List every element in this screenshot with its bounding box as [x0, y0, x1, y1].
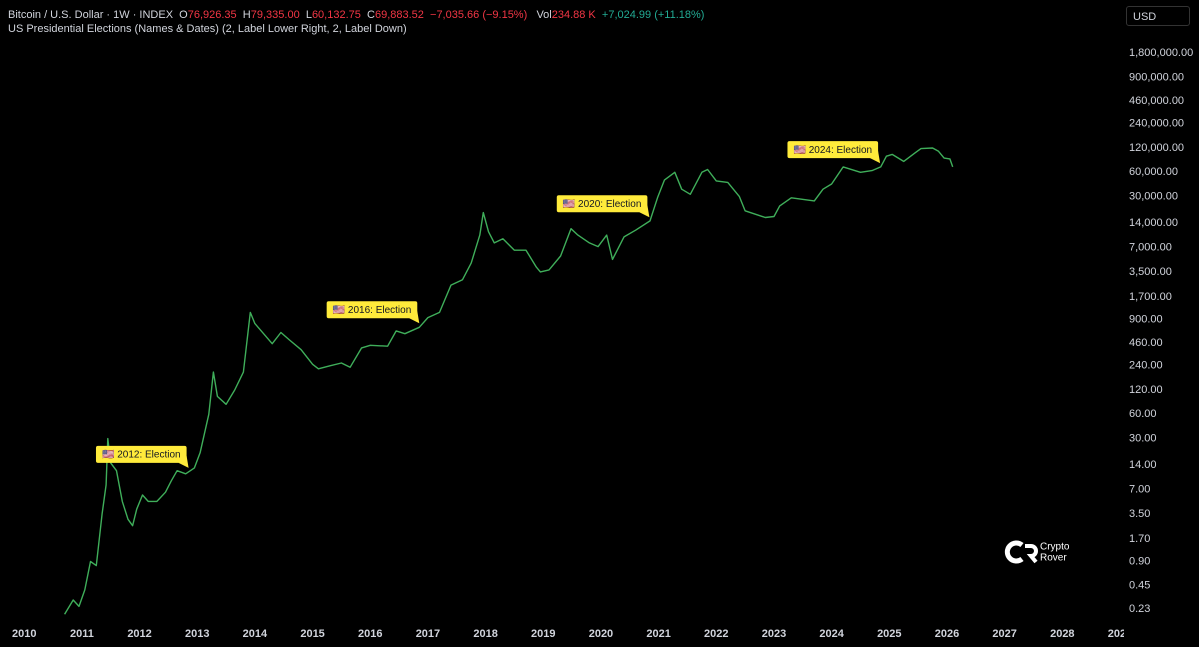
- ohlc-value: 69,883.52: [374, 9, 424, 21]
- y-tick-label: 900.00: [1129, 313, 1163, 325]
- x-tick-label: 2022: [704, 628, 728, 640]
- indicator-label: US Presidential Elections (Names & Dates…: [8, 23, 407, 35]
- x-tick-label: 2024: [819, 628, 844, 640]
- election-annotation: 🇺🇸 2016: Election: [326, 301, 420, 324]
- y-tick-label: 1,700.00: [1129, 291, 1172, 303]
- plot-clip: 2010 2011 2012 2013 2014 2015 2016 2017 2018 2019…: [12, 628, 1132, 640]
- annotation-box: [326, 301, 418, 319]
- annotation-label: 🇺🇸 2016: Election: [333, 304, 412, 316]
- annotation-pointer: [870, 151, 881, 164]
- watermark-text: Rover: [1040, 553, 1067, 564]
- annotation-label: 🇺🇸 2024: Election: [793, 144, 872, 156]
- x-tick-label: 2019: [531, 628, 555, 640]
- annotation-pointer: [409, 311, 420, 324]
- x-tick-label: 2021: [646, 628, 670, 640]
- annotation-label: 🇺🇸 2012: Election: [102, 448, 181, 460]
- ohlc-value: 60,132.75: [311, 9, 361, 21]
- y-tick-label: 3,500.00: [1129, 266, 1172, 278]
- annotation-box: [95, 445, 187, 463]
- logo: [1025, 544, 1038, 564]
- y-tick-label: 7.00: [1129, 484, 1150, 496]
- y-tick-label: 240,000.00: [1129, 118, 1184, 130]
- x-tick-label: 2015: [300, 628, 324, 640]
- y-tick-label: 0.90: [1129, 555, 1150, 567]
- ohlc-key: O: [179, 9, 188, 21]
- annotation-box: [787, 141, 879, 159]
- x-tick-label: 2010: [12, 628, 36, 640]
- annotation-pointer: [178, 455, 189, 468]
- x-tick-label: 2011: [70, 628, 94, 640]
- x-tick-label: 2020: [589, 628, 613, 640]
- ohlc-key: L: [305, 9, 312, 21]
- volume: 234.88 K: [551, 9, 596, 21]
- election-annotation: 🇺🇸 2020: Election: [556, 195, 650, 218]
- ohlc-key: C: [367, 9, 375, 21]
- annotation-box: [556, 195, 648, 213]
- y-tick-label: 60,000.00: [1129, 166, 1178, 178]
- watermark-text: Crypto: [1040, 542, 1070, 553]
- x-tick-label: 2014: [243, 628, 268, 640]
- ohlc-value: 79,335.00: [250, 9, 300, 21]
- annotation-label: 🇺🇸 2020: Election: [563, 198, 642, 210]
- y-tick-label: 0.45: [1129, 580, 1150, 592]
- ohlc-value: 76,926.35: [187, 9, 237, 21]
- symbol-header: Bitcoin / U.S. Dollar · 1W · INDEX O76,9…: [8, 9, 704, 21]
- y-tick-label: 460,000.00: [1129, 95, 1184, 107]
- y-tick-label: 30,000.00: [1129, 190, 1178, 202]
- watermark: Crypto Rover: [1004, 540, 1070, 564]
- y-tick-label: 7,000.00: [1129, 241, 1172, 253]
- x-tick-label: 2012: [127, 628, 151, 640]
- currency-button[interactable]: USD: [1126, 6, 1190, 26]
- y-tick-label: 3.50: [1129, 508, 1150, 520]
- x-tick-label: 2013: [185, 628, 209, 640]
- logo: [1004, 540, 1024, 564]
- volume-change: +7,024.99 (+11.18%): [601, 9, 705, 21]
- vol-key: Vol: [536, 9, 552, 21]
- y-tick-label: 1.70: [1129, 533, 1150, 545]
- y-tick-label: 14.00: [1129, 459, 1157, 471]
- election-annotation: 🇺🇸 2024: Election: [787, 141, 881, 164]
- y-tick-label: 120.00: [1129, 384, 1163, 396]
- symbol: Bitcoin / U.S. Dollar · 1W · INDEX: [8, 9, 174, 21]
- x-tick-label: 2025: [877, 628, 901, 640]
- y-tick-label: 460.00: [1129, 337, 1163, 349]
- y-tick-label: 900,000.00: [1129, 71, 1184, 83]
- y-tick-label: 240.00: [1129, 360, 1163, 372]
- x-tick-label: 2016: [358, 628, 382, 640]
- y-tick-label: 60.00: [1129, 408, 1157, 420]
- y-tick-label: 14,000.00: [1129, 217, 1178, 229]
- x-tick-label: 2029: [1108, 628, 1132, 640]
- x-tick-label: 2026: [935, 628, 959, 640]
- y-tick-label: 120,000.00: [1129, 142, 1184, 154]
- x-tick-label: 2017: [416, 628, 440, 640]
- x-tick-label: 2018: [473, 628, 497, 640]
- y-tick-label: 1,800,000.00: [1129, 47, 1193, 59]
- election-annotation: 🇺🇸 2012: Election: [95, 445, 189, 468]
- x-tick-label: 2023: [762, 628, 786, 640]
- x-tick-label: 2027: [992, 628, 1016, 640]
- change: −7,035.66 (−9.15%): [430, 9, 528, 21]
- y-tick-label: 30.00: [1129, 433, 1157, 445]
- y-tick-label: 0.23: [1129, 603, 1150, 615]
- x-tick-label: 2028: [1050, 628, 1074, 640]
- annotation-pointer: [639, 205, 650, 218]
- ohlc-key: H: [242, 9, 251, 21]
- price-line: [64, 147, 954, 615]
